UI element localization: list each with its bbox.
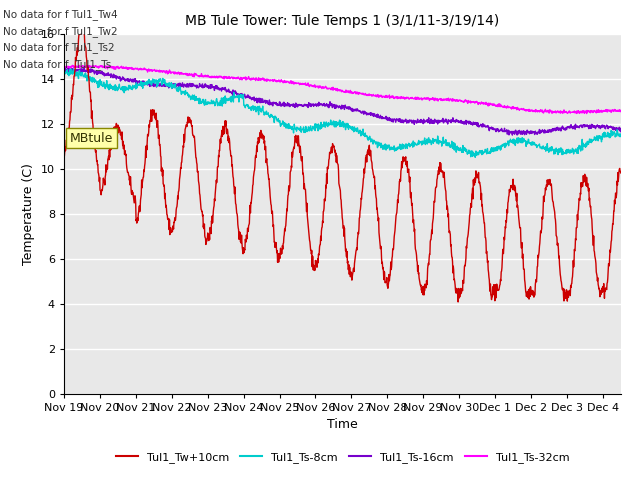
Tul1_Ts-8cm: [318, 124, 326, 130]
Tul1_Tw+10cm: [126, 182, 134, 188]
Tul1_Ts-16cm: [104, 72, 111, 78]
Tul1_Ts-8cm: [104, 85, 111, 91]
Tul1_Ts-8cm: [297, 124, 305, 130]
Tul1_Ts-16cm: [308, 102, 316, 108]
Tul1_Tw+10cm: [454, 299, 462, 305]
Tul1_Ts-32cm: [583, 111, 591, 117]
Tul1_Tw+10cm: [297, 148, 305, 154]
Tul1_Ts-16cm: [617, 128, 625, 133]
Tul1_Tw+10cm: [378, 246, 385, 252]
Text: No data for f Tul1_Ts2: No data for f Tul1_Ts2: [3, 42, 115, 53]
Legend: Tul1_Tw+10cm, Tul1_Ts-8cm, Tul1_Ts-16cm, Tul1_Ts-32cm: Tul1_Tw+10cm, Tul1_Ts-8cm, Tul1_Ts-16cm,…: [111, 447, 573, 467]
Tul1_Tw+10cm: [60, 153, 68, 158]
Tul1_Ts-16cm: [297, 102, 305, 108]
Tul1_Ts-8cm: [60, 69, 68, 74]
Tul1_Ts-16cm: [60, 70, 68, 75]
Tul1_Ts-32cm: [60, 65, 68, 71]
Tul1_Ts-32cm: [308, 83, 316, 89]
Text: No data for f Tul1_Tw2: No data for f Tul1_Tw2: [3, 25, 118, 36]
Tul1_Ts-16cm: [318, 103, 326, 108]
Tul1_Ts-32cm: [104, 66, 111, 72]
Line: Tul1_Ts-8cm: Tul1_Ts-8cm: [64, 69, 621, 157]
Tul1_Ts-16cm: [378, 115, 385, 120]
Line: Tul1_Ts-32cm: Tul1_Ts-32cm: [64, 65, 621, 114]
Tul1_Ts-32cm: [126, 65, 134, 71]
Tul1_Ts-8cm: [378, 140, 385, 146]
Tul1_Ts-16cm: [61, 65, 69, 71]
Tul1_Ts-8cm: [126, 84, 134, 89]
Tul1_Tw+10cm: [77, 18, 85, 24]
Tul1_Tw+10cm: [308, 264, 316, 270]
Text: No data for f Tul1_Tw4: No data for f Tul1_Tw4: [3, 9, 118, 20]
Tul1_Ts-16cm: [509, 132, 516, 138]
Tul1_Ts-32cm: [617, 108, 625, 114]
Line: Tul1_Ts-16cm: Tul1_Ts-16cm: [64, 68, 621, 135]
Tul1_Ts-32cm: [378, 94, 385, 99]
Tul1_Ts-32cm: [297, 81, 305, 86]
Tul1_Ts-8cm: [67, 66, 75, 72]
Tul1_Ts-32cm: [318, 85, 326, 91]
Tul1_Ts-8cm: [471, 155, 479, 160]
Tul1_Ts-8cm: [308, 126, 316, 132]
Y-axis label: Temperature (C): Temperature (C): [22, 163, 35, 264]
Tul1_Ts-8cm: [617, 132, 625, 138]
Line: Tul1_Tw+10cm: Tul1_Tw+10cm: [64, 21, 621, 302]
Title: MB Tule Tower: Tule Temps 1 (3/1/11-3/19/14): MB Tule Tower: Tule Temps 1 (3/1/11-3/19…: [185, 14, 500, 28]
Tul1_Tw+10cm: [617, 170, 625, 176]
Text: No data for f  Tul1_Ts: No data for f Tul1_Ts: [3, 59, 115, 70]
Text: MBtule: MBtule: [70, 132, 113, 144]
Tul1_Ts-32cm: [76, 62, 83, 68]
Tul1_Tw+10cm: [318, 224, 326, 230]
Tul1_Ts-16cm: [126, 76, 134, 82]
Tul1_Tw+10cm: [104, 166, 111, 172]
X-axis label: Time: Time: [327, 418, 358, 431]
